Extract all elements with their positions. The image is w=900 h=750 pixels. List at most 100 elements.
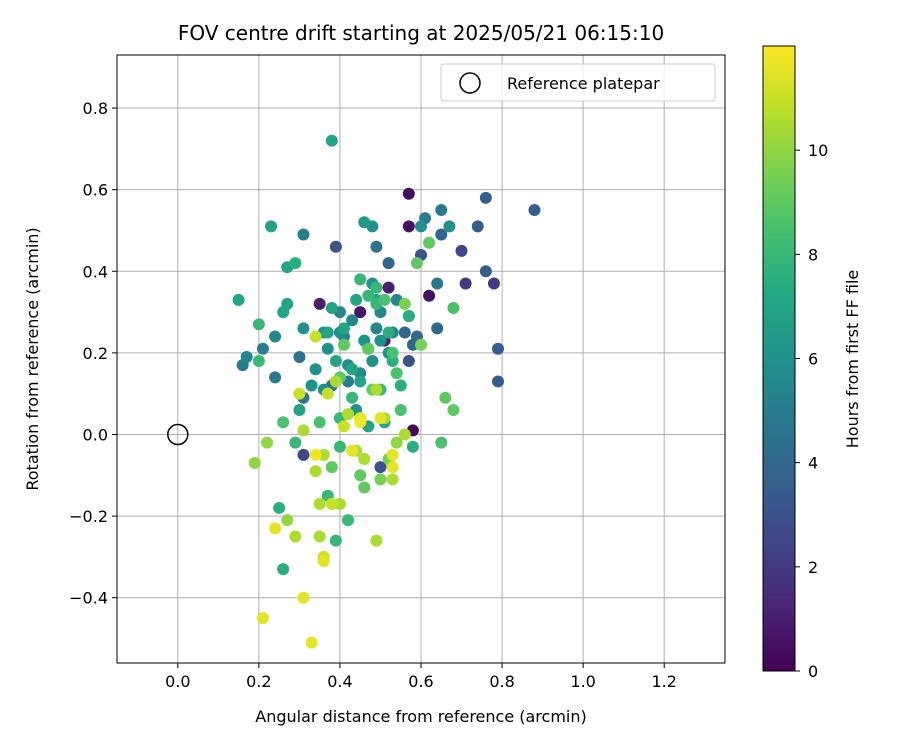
x-tick-label: 0.2 bbox=[246, 672, 271, 691]
data-point bbox=[354, 469, 367, 482]
x-tick-label: 1.0 bbox=[570, 672, 595, 691]
data-point bbox=[402, 187, 415, 200]
data-point bbox=[297, 228, 310, 241]
data-point bbox=[313, 416, 326, 429]
colorbar-tick-label: 2 bbox=[808, 558, 818, 577]
data-point bbox=[309, 465, 322, 478]
data-point bbox=[378, 293, 391, 306]
y-tick-label: −0.2 bbox=[69, 507, 108, 526]
x-tick-label: 0.8 bbox=[489, 672, 514, 691]
x-tick-label: 1.2 bbox=[651, 672, 676, 691]
data-point bbox=[358, 452, 371, 465]
colorbar-tick-label: 4 bbox=[808, 454, 818, 473]
y-tick-label: −0.4 bbox=[69, 589, 108, 608]
legend-entry-reference-platepar: Reference platepar bbox=[507, 74, 660, 93]
data-point bbox=[370, 322, 383, 335]
data-point bbox=[402, 355, 415, 368]
data-point bbox=[277, 416, 290, 429]
data-point bbox=[325, 461, 338, 474]
data-point bbox=[252, 355, 265, 368]
data-point bbox=[252, 318, 265, 331]
data-point bbox=[447, 301, 460, 314]
data-point bbox=[479, 265, 492, 278]
data-point bbox=[370, 281, 383, 294]
legend-reference-marker bbox=[459, 72, 481, 94]
data-point bbox=[346, 391, 359, 404]
data-point bbox=[354, 416, 367, 429]
data-point bbox=[297, 448, 310, 461]
data-point bbox=[459, 277, 472, 290]
data-point bbox=[313, 497, 326, 510]
data-point bbox=[277, 306, 290, 319]
data-point bbox=[528, 204, 541, 217]
data-point bbox=[329, 534, 342, 547]
data-point bbox=[269, 522, 282, 535]
data-point bbox=[281, 514, 294, 527]
data-point bbox=[305, 636, 318, 649]
data-point bbox=[374, 412, 387, 425]
data-point bbox=[309, 363, 322, 376]
data-point bbox=[374, 461, 387, 474]
colorbar: 0 2 4 6 8 10 Hours from first FF file bbox=[762, 45, 862, 681]
data-point bbox=[386, 461, 399, 474]
data-point bbox=[447, 404, 460, 417]
data-point bbox=[325, 301, 338, 314]
data-point bbox=[366, 355, 379, 368]
y-tick-label: 0.0 bbox=[83, 425, 108, 444]
x-tick-label: 0.0 bbox=[165, 672, 190, 691]
data-point bbox=[346, 363, 359, 376]
data-point bbox=[277, 563, 290, 576]
data-point bbox=[293, 404, 306, 417]
data-point bbox=[443, 220, 456, 233]
y-axis-label: Rotation from reference (arcmin) bbox=[23, 227, 42, 490]
data-point bbox=[362, 342, 375, 355]
data-point bbox=[346, 314, 359, 327]
data-point bbox=[305, 379, 318, 392]
data-point bbox=[321, 326, 334, 339]
data-point bbox=[256, 612, 269, 625]
data-point bbox=[358, 216, 371, 229]
data-point bbox=[256, 342, 269, 355]
colorbar-tick-label: 0 bbox=[808, 662, 818, 681]
y-axis: −0.4 −0.2 0.0 0.2 0.4 0.6 0.8 bbox=[69, 99, 117, 608]
data-point bbox=[471, 220, 484, 233]
data-point bbox=[382, 326, 395, 339]
data-point bbox=[269, 330, 282, 343]
data-point bbox=[410, 257, 423, 270]
data-point bbox=[394, 379, 407, 392]
data-point bbox=[386, 346, 399, 359]
data-point bbox=[350, 293, 363, 306]
data-point bbox=[329, 355, 342, 368]
data-point bbox=[297, 424, 310, 437]
data-point bbox=[370, 240, 383, 253]
data-point bbox=[390, 436, 403, 449]
data-point bbox=[492, 375, 505, 388]
y-tick-label: 0.8 bbox=[83, 99, 108, 118]
colorbar-tick-label: 8 bbox=[808, 245, 818, 264]
data-point bbox=[362, 289, 375, 302]
data-point bbox=[232, 293, 245, 306]
data-point bbox=[435, 204, 448, 217]
data-point bbox=[439, 391, 452, 404]
data-point bbox=[313, 297, 326, 310]
data-point bbox=[313, 530, 326, 543]
data-point bbox=[386, 448, 399, 461]
colorbar-gradient bbox=[762, 45, 796, 672]
data-point bbox=[370, 383, 383, 396]
data-point bbox=[431, 322, 444, 335]
data-point bbox=[325, 497, 338, 510]
data-point bbox=[297, 591, 310, 604]
data-point bbox=[423, 289, 436, 302]
data-point bbox=[342, 514, 355, 527]
data-point bbox=[354, 273, 367, 286]
data-point bbox=[354, 306, 367, 319]
data-point bbox=[269, 371, 282, 384]
data-point bbox=[342, 408, 355, 421]
data-point bbox=[398, 326, 411, 339]
data-point bbox=[398, 297, 411, 310]
data-point bbox=[402, 310, 415, 323]
data-point bbox=[370, 534, 383, 547]
data-point bbox=[289, 257, 302, 270]
data-point bbox=[309, 448, 322, 461]
data-point bbox=[329, 240, 342, 253]
